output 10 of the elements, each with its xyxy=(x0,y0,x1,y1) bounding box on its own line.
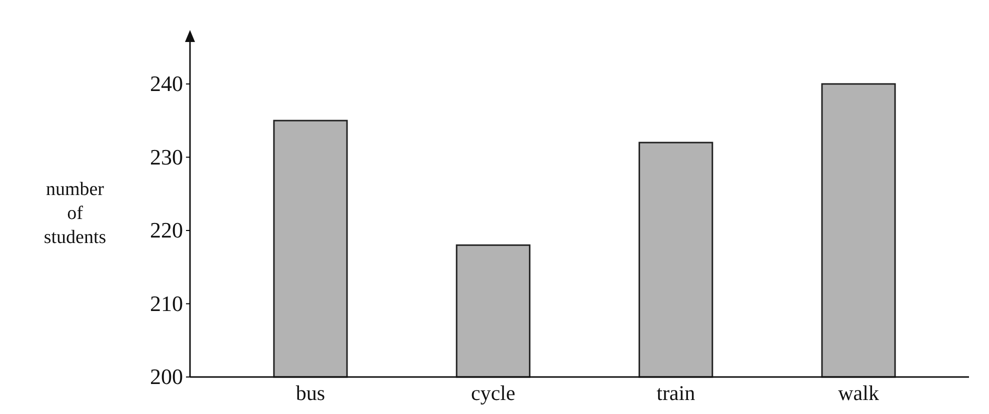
y-tick-label: 200 xyxy=(150,364,183,390)
y-tick-label: 220 xyxy=(150,218,183,243)
y-axis-title: number of students xyxy=(44,179,106,248)
x-tick-label: walk xyxy=(838,380,880,405)
y-tick-label: 240 xyxy=(150,70,183,96)
x-tick-label: cycle xyxy=(471,380,516,405)
y-tick-label: 210 xyxy=(150,290,183,316)
x-tick-label: train xyxy=(656,380,696,405)
x-tick-label: bus xyxy=(296,380,326,405)
y-tick-label: 230 xyxy=(150,144,183,170)
